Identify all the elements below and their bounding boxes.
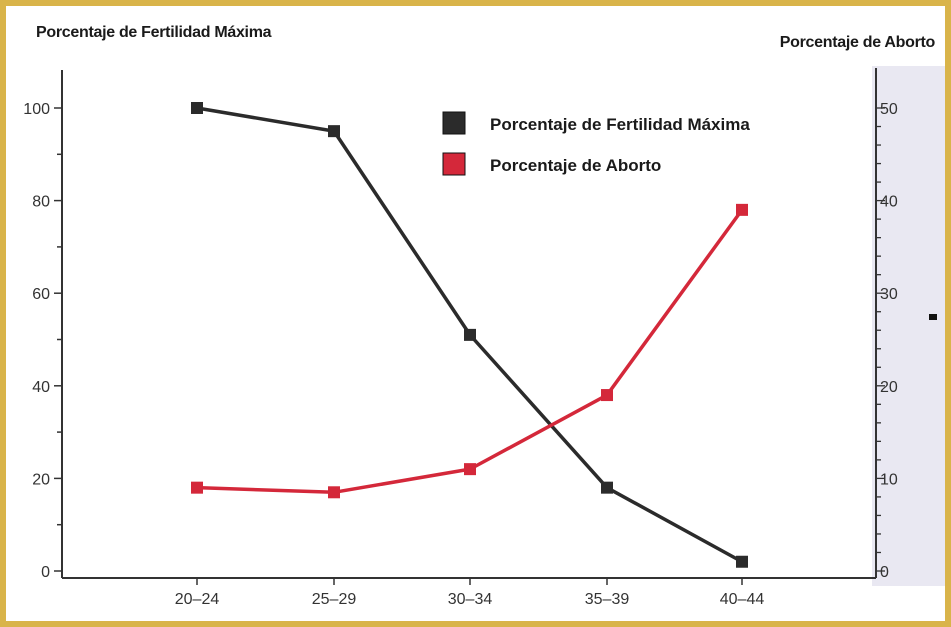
x-tick-label: 30–34 [448,591,493,608]
data-point [328,486,340,499]
left-tick-label: 80 [32,194,50,211]
data-point [328,125,340,138]
right-tick-label: 50 [880,101,898,118]
data-point [464,328,476,341]
edge-mark [929,314,937,320]
right-tick-label: 20 [880,379,898,396]
right-tick-label: 40 [880,194,898,211]
left-tick-label: 60 [32,286,50,303]
legend-swatch [442,111,466,135]
x-tick-label: 35–39 [585,591,630,608]
right-tick-label: 10 [880,471,898,488]
data-point [601,481,613,494]
left-tick-label: 40 [32,379,50,396]
data-point [736,203,748,216]
data-point [191,102,203,114]
axes: 0 20 40 60 80 100 0 10 20 30 40 50 20–24 25–29 30–34 35… [23,68,898,608]
series-lines [191,102,748,568]
data-point [736,555,748,568]
legend-label: Porcentaje de Aborto [490,156,661,175]
x-tick-label: 20–24 [175,591,220,608]
data-point [464,463,476,476]
x-tick-label: 25–29 [312,591,357,608]
right-tick-label: 0 [880,564,889,581]
right-axis-panel [872,66,945,586]
left-axis-title: Porcentaje de Fertilidad Máxima [36,24,272,41]
right-tick-label: 30 [880,286,898,303]
legend-swatch [442,152,466,176]
x-tick-label: 40–44 [720,591,765,608]
legend-label: Porcentaje de Fertilidad Máxima [490,115,750,134]
data-point [601,389,613,402]
chart-frame: Porcentaje de Fertilidad Máxima Porcenta… [6,6,945,621]
right-axis-title: Porcentaje de Aborto [779,34,936,51]
series-line [196,208,744,495]
left-tick-label: 0 [41,564,50,581]
left-tick-label: 20 [32,471,50,488]
data-point [191,481,203,494]
left-tick-label: 100 [23,101,50,118]
legend: Porcentaje de Fertilidad Máxima Porcentaj… [442,111,750,176]
